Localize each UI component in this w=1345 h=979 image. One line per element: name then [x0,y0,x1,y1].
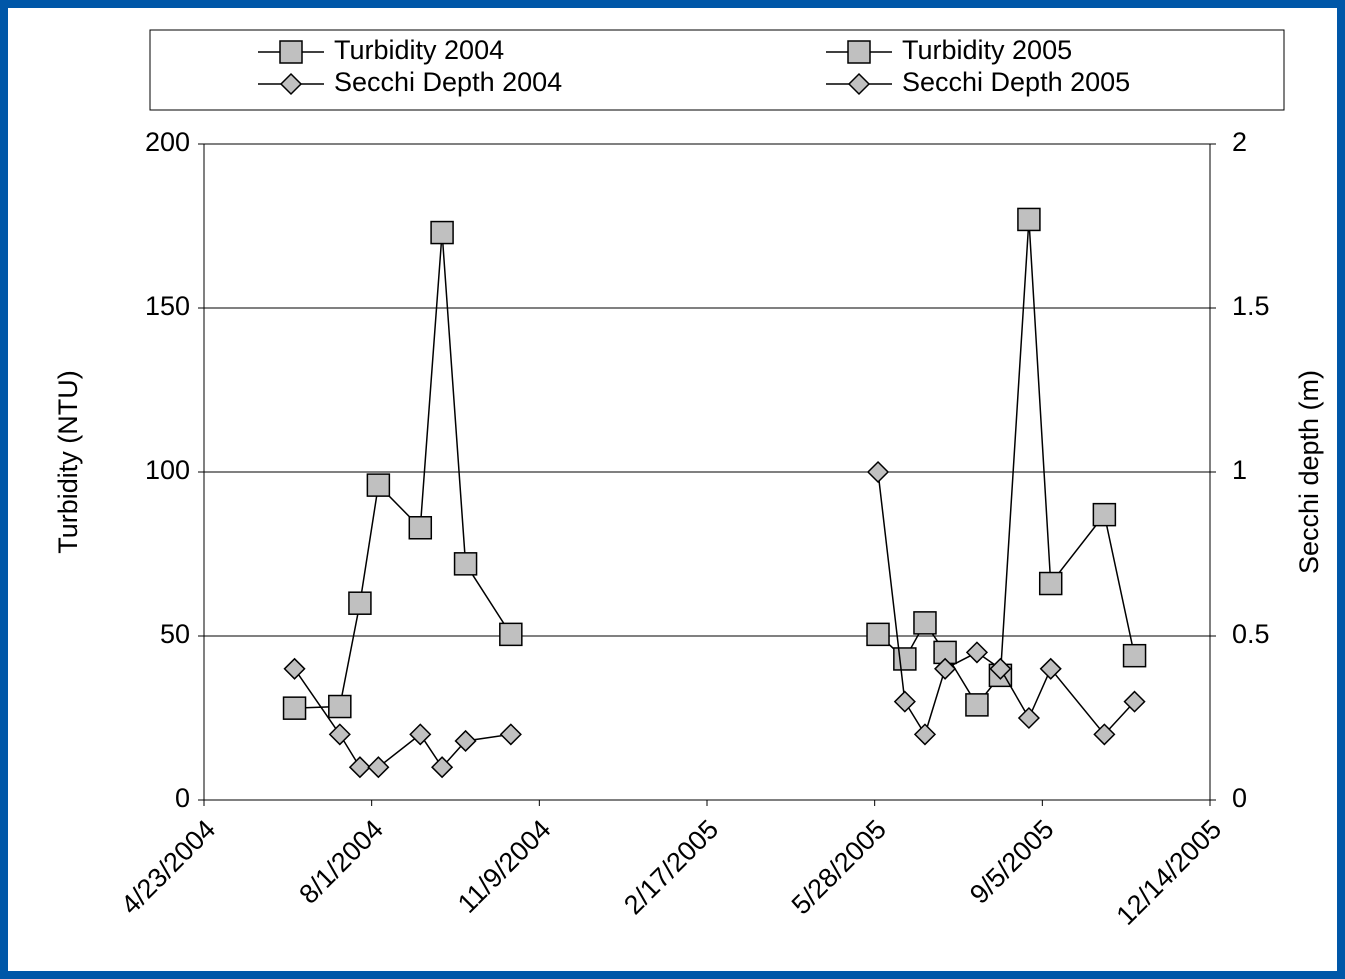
marker-square [1017,207,1041,232]
marker-diamond [934,657,957,680]
marker-diamond [913,723,937,746]
y-axis-title: Turbidity (NTU) [53,370,83,554]
marker-square [1038,571,1063,596]
marker-diamond [367,756,390,779]
marker-square [328,694,352,719]
legend-label: Secchi Depth 2004 [334,67,562,97]
legend-marker [847,40,871,64]
marker-square [282,696,307,720]
series-line [294,232,512,709]
y-tick-label: 200 [145,127,190,157]
marker-square [366,473,391,497]
marker-diamond [1017,706,1040,730]
legend-label: Turbidity 2005 [902,35,1072,65]
marker-diamond [1123,690,1146,713]
legend-marker [279,72,303,96]
marker-square [913,611,937,635]
x-tick-label: 12/14/2005 [1111,814,1228,931]
marker-square [499,622,523,647]
marker-square [430,220,454,245]
y-tick-label: 150 [145,291,190,321]
series-line [877,219,1136,707]
y2-tick-label: 0 [1232,783,1247,813]
marker-diamond [348,756,371,779]
legend-marker [847,72,871,96]
y2-tick-label: 1.5 [1232,291,1270,321]
marker-diamond [866,460,890,484]
marker-square [348,591,372,615]
y-tick-label: 0 [175,783,190,813]
marker-diamond [328,723,351,746]
legend-label: Secchi Depth 2005 [902,67,1130,97]
y-tick-label: 50 [160,619,190,649]
series-line [877,471,1136,737]
marker-diamond [454,729,477,753]
y2-tick-label: 1 [1232,455,1247,485]
y2-tick-label: 2 [1232,127,1247,157]
marker-diamond [1093,723,1116,746]
y2-tick-label: 0.5 [1232,619,1270,649]
marker-square [965,693,989,717]
marker-diamond [893,690,916,713]
x-tick-label: 5/28/2005 [786,814,892,920]
series-line [293,668,511,769]
y2-axis-title: Secchi depth (m) [1294,370,1324,574]
marker-square [408,516,433,540]
marker-diamond [965,641,989,664]
legend-label: Turbidity 2004 [334,35,504,65]
marker-diamond [431,756,454,779]
marker-square [453,552,478,576]
x-tick-label: 8/1/2004 [293,814,389,910]
x-tick-label: 2/17/2005 [618,814,724,920]
marker-square [1092,502,1117,527]
x-tick-label: 4/23/2004 [115,814,221,920]
marker-diamond [409,723,432,746]
x-tick-label: 11/9/2004 [452,814,557,919]
marker-square [866,622,890,647]
legend-marker [279,40,303,64]
marker-diamond [1039,657,1062,680]
marker-square [893,647,917,671]
marker-diamond [499,723,522,746]
marker-diamond [283,657,306,680]
marker-square [1122,643,1147,668]
marker-diamond [989,657,1012,680]
y-tick-label: 100 [145,455,190,485]
x-tick-label: 9/5/2005 [964,814,1060,910]
legend-box [149,29,1285,111]
